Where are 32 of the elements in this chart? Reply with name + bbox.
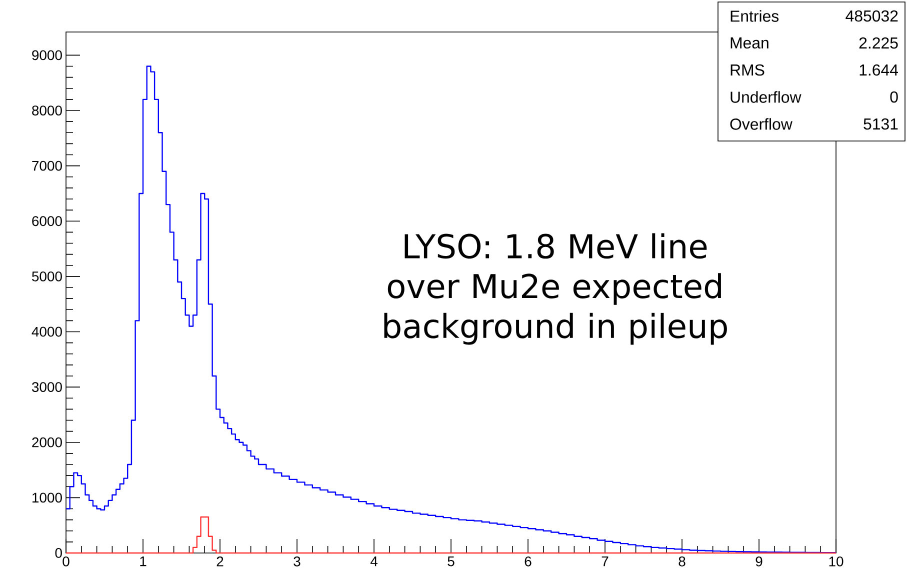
y-tick-label: 0 (55, 548, 62, 558)
x-tick-label: 10 (829, 556, 844, 566)
x-tick-label: 4 (370, 556, 378, 566)
y-tick-label: 5000 (32, 271, 62, 282)
annotation: Overflow (730, 118, 792, 130)
annotation: Mean (730, 37, 768, 49)
x-tick-label: 5 (448, 556, 454, 566)
text: 5131 (864, 118, 898, 130)
y-tick-label: 3000 (32, 382, 62, 392)
x-tick-label: 3 (294, 556, 300, 566)
x-tick-label: 6 (524, 556, 532, 566)
y-tick-label: 8000 (32, 106, 62, 116)
annotation: Underflow (730, 91, 802, 103)
x-tick-label: 0 (62, 556, 70, 566)
text: 485032 (846, 10, 898, 22)
text: 0 (890, 91, 898, 103)
annotation: LYSO: 1.8 MeV line over Mu2e expected background in pileup (384, 233, 727, 345)
x-tick-label: 2 (216, 556, 224, 566)
y-tick-label: 9000 (32, 50, 62, 60)
y-tick-label: 4000 (32, 326, 62, 337)
y-tick-label: 1000 (32, 492, 62, 503)
text: 2.225 (859, 37, 898, 49)
text: Entries (730, 10, 779, 22)
x-tick-label: 8 (678, 556, 686, 566)
text: 1.644 (860, 64, 898, 76)
x-tick-label: 7 (602, 556, 608, 566)
y-tick-label: 2000 (32, 437, 62, 448)
y-tick-label: 7000 (32, 160, 62, 171)
x-tick-label: 9 (756, 556, 762, 566)
y-tick-label: 6000 (32, 216, 62, 226)
annotation: RMS (730, 64, 764, 76)
x-tick-label: 1 (140, 556, 146, 566)
